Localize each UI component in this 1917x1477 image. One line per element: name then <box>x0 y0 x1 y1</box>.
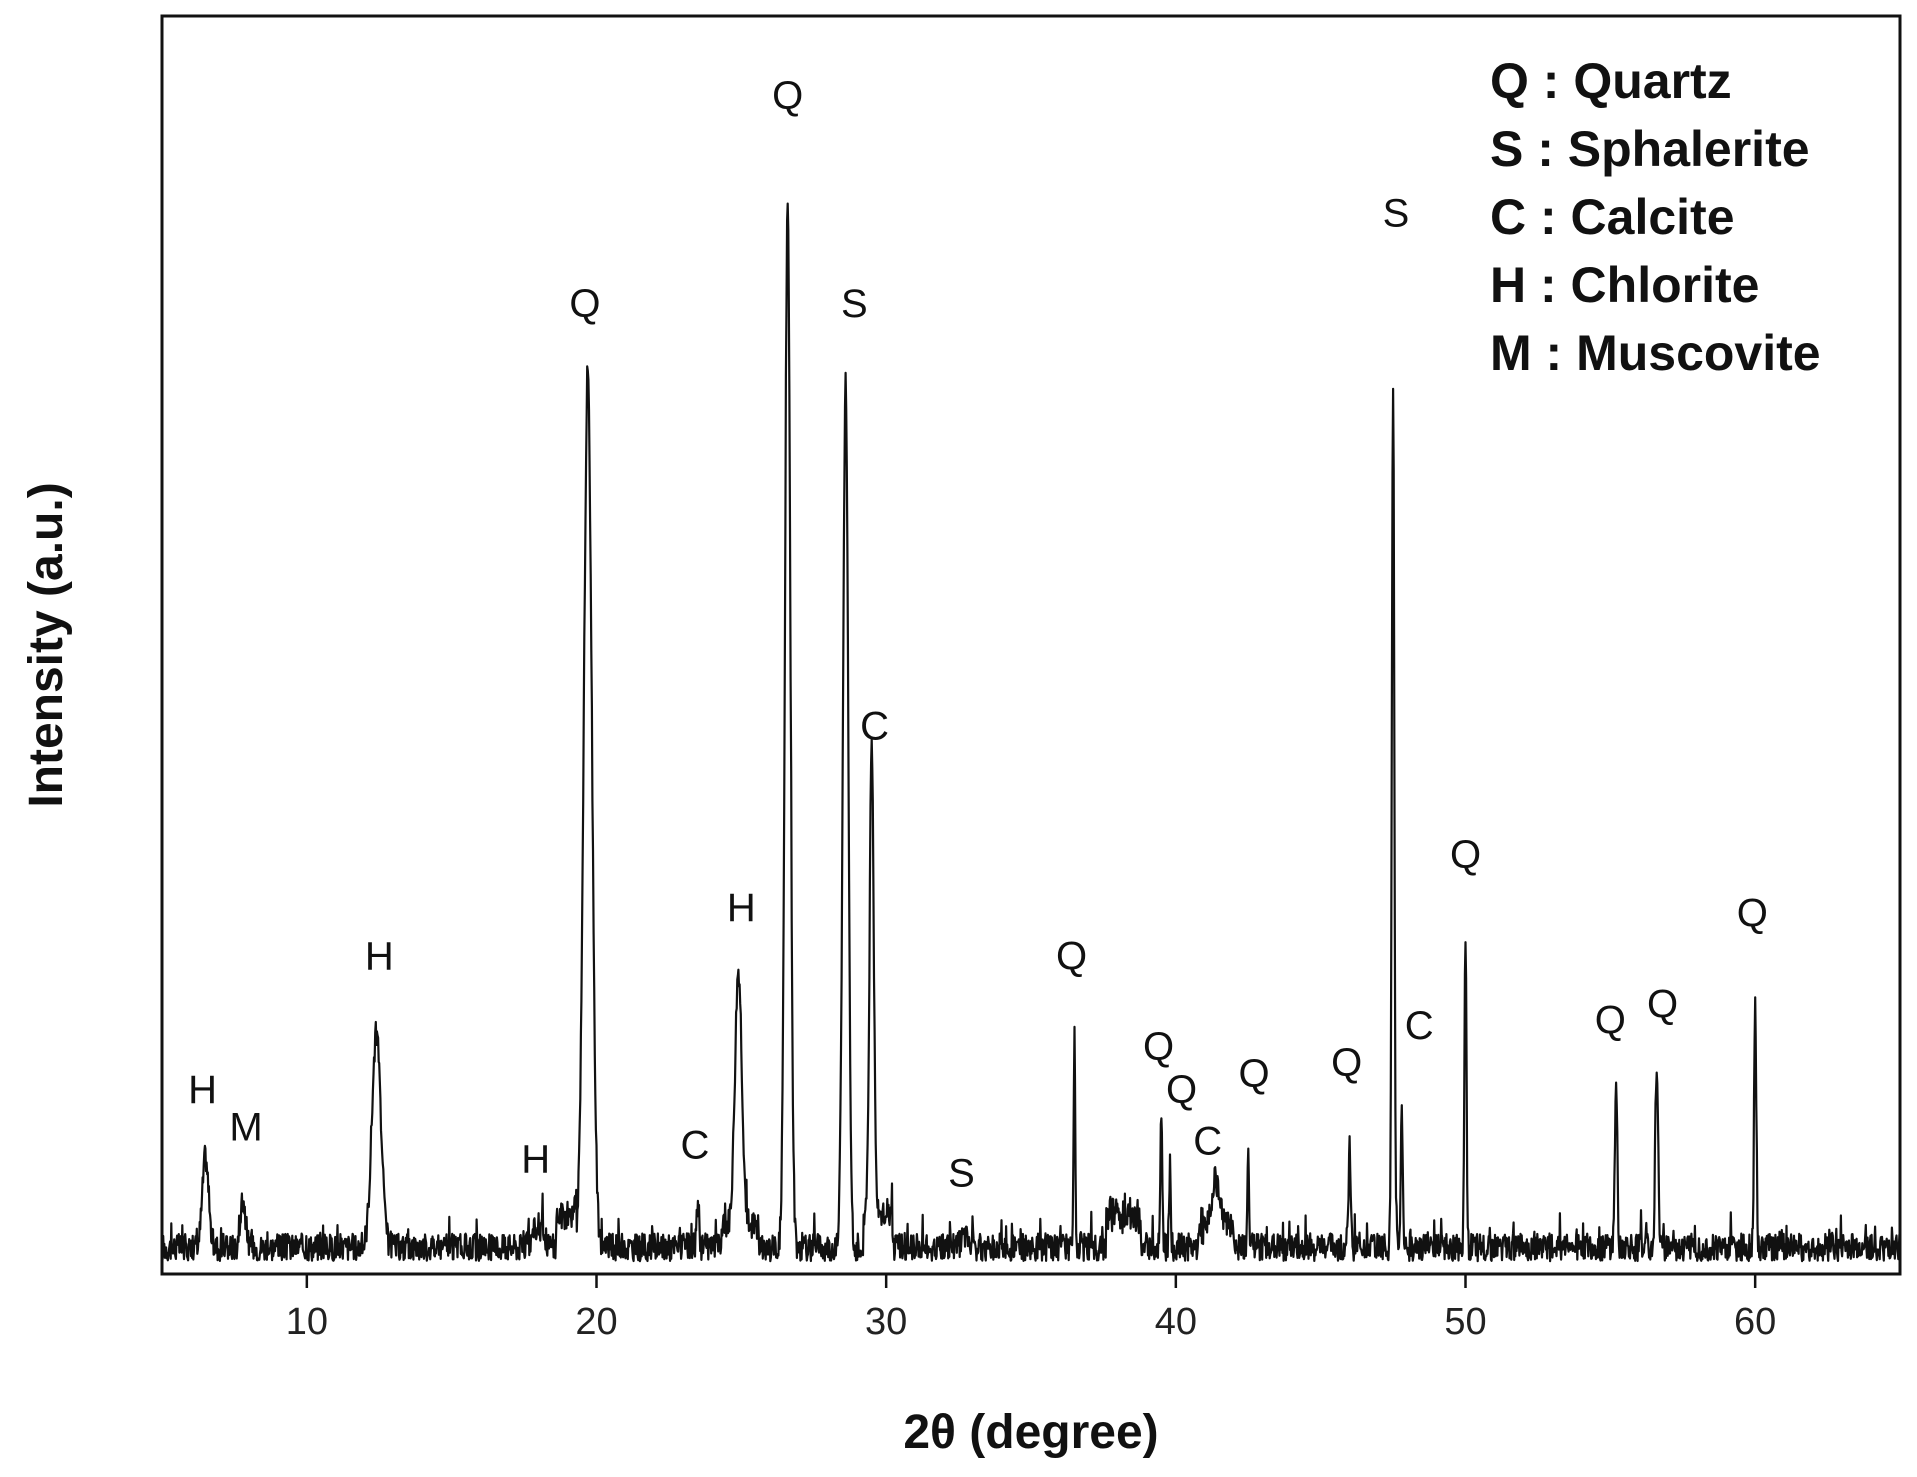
plot-frame <box>160 14 1902 1276</box>
peak-label: Q <box>1056 934 1087 978</box>
xrd-pattern-line <box>160 202 1902 1263</box>
peak-label: S <box>948 1151 975 1195</box>
x-axis-ticks <box>305 1274 1757 1288</box>
peak-label: C <box>1405 1004 1434 1048</box>
peak-label: Q <box>1143 1025 1174 1069</box>
peak-label: S <box>841 282 868 326</box>
peak-label: Q <box>1238 1052 1269 1096</box>
peak-label: Q <box>1450 833 1481 877</box>
y-axis-title: Intensity (a.u.) <box>20 482 73 807</box>
peak-label: H <box>365 934 394 978</box>
peak-label: H <box>521 1137 550 1181</box>
x-tick-label: 60 <box>1734 1301 1776 1343</box>
x-tick-label: 20 <box>575 1301 617 1343</box>
legend-entry: Q : Quartz <box>1490 53 1732 109</box>
peak-label: C <box>1193 1119 1222 1163</box>
peak-label: S <box>1383 191 1410 235</box>
legend: Q : Quartz S : Sphalerite C : Calcite H : C… <box>1490 53 1821 381</box>
x-tick-label: 40 <box>1155 1301 1197 1343</box>
peak-label: C <box>860 705 889 749</box>
legend-entry: H : Chlorite <box>1490 257 1759 313</box>
peak-label: H <box>727 886 756 930</box>
peak-label: Q <box>569 282 600 326</box>
peak-label: Q <box>772 74 803 118</box>
x-tick-label: 10 <box>286 1301 328 1343</box>
legend-entry: S : Sphalerite <box>1490 121 1810 177</box>
x-axis-title: 2θ (degree) <box>903 1406 1158 1459</box>
peak-label: Q <box>1647 982 1678 1026</box>
peak-label: Q <box>1166 1068 1197 1112</box>
peak-label: M <box>229 1105 262 1149</box>
x-tick-label: 30 <box>865 1301 907 1343</box>
legend-entry: C : Calcite <box>1490 189 1735 245</box>
peak-label: Q <box>1595 999 1626 1043</box>
x-axis-tick-labels: 10 20 30 40 50 60 <box>286 1301 1777 1343</box>
peak-label: C <box>681 1124 710 1168</box>
legend-entry: M : Muscovite <box>1490 325 1821 381</box>
peak-label: Q <box>1737 892 1768 936</box>
peak-label: Q <box>1331 1041 1362 1085</box>
x-tick-label: 50 <box>1444 1301 1486 1343</box>
peak-label: H <box>188 1068 217 1112</box>
